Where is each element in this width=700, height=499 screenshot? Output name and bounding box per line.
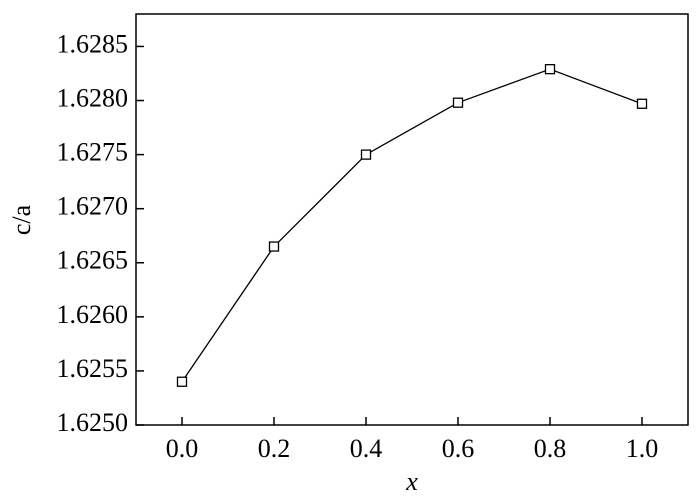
x-tick-label: 0.4 xyxy=(350,434,383,463)
plot-frame xyxy=(135,13,689,426)
y-tick-label: 1.6275 xyxy=(57,138,129,167)
point-marker xyxy=(544,64,556,75)
point-marker xyxy=(268,241,280,252)
y-tick-label: 1.6250 xyxy=(57,408,129,437)
x-tick-label: 1.0 xyxy=(626,434,659,463)
y-tick-label: 1.6280 xyxy=(57,83,129,112)
point-marker xyxy=(636,98,648,109)
x-tick-label: 0.8 xyxy=(534,434,567,463)
y-tick-label: 1.6265 xyxy=(57,246,129,275)
x-axis-label: x xyxy=(405,467,418,496)
point-marker xyxy=(176,376,188,387)
x-tick-label: 0.0 xyxy=(166,434,199,463)
y-tick-label: 1.6270 xyxy=(57,192,129,221)
y-axis-label: c/a xyxy=(7,204,36,235)
point-marker xyxy=(452,97,464,108)
point-marker xyxy=(360,149,372,160)
y-tick-label: 1.6260 xyxy=(57,300,129,329)
x-tick-label: 0.6 xyxy=(442,434,475,463)
y-tick-label: 1.6285 xyxy=(57,29,129,58)
line xyxy=(181,68,643,383)
y-tick-label: 1.6255 xyxy=(57,354,129,383)
x-tick-label: 0.2 xyxy=(258,434,291,463)
